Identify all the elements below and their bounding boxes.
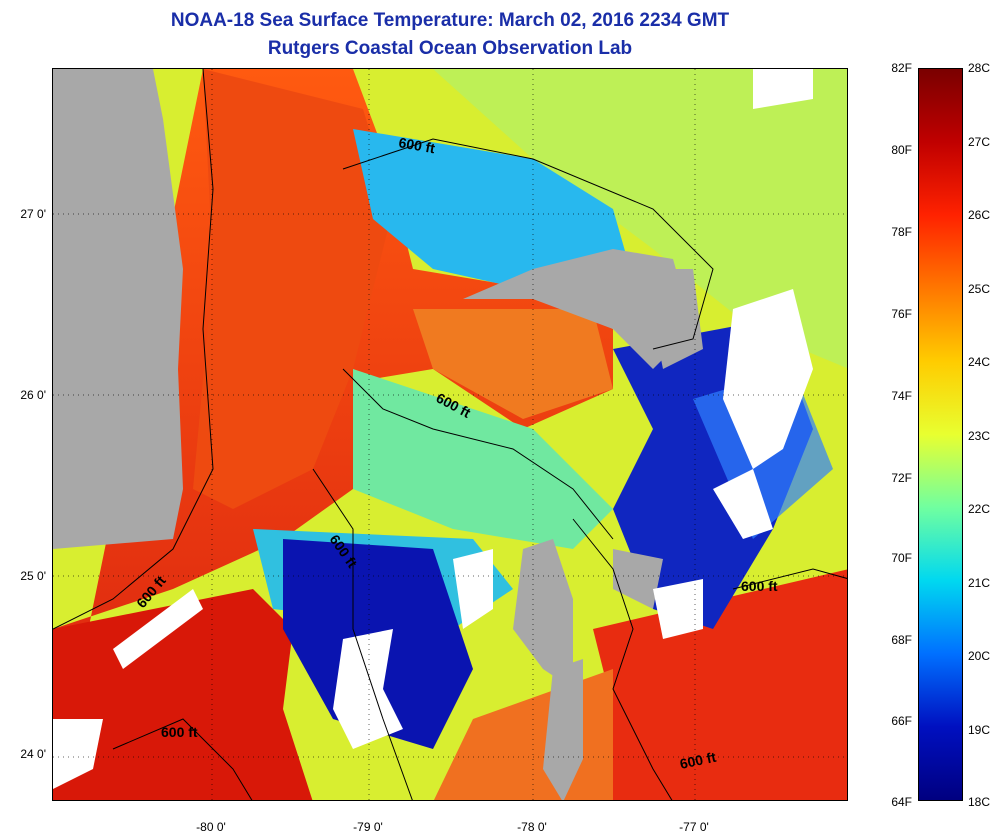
colorbar-c-label: 22C [968,502,991,516]
contour-label-east: 600 ft [741,578,778,594]
cloud-south [333,629,403,749]
colorbar-c-label: 25C [968,282,991,296]
colorbar-c-label: 18C [968,795,991,809]
abaco-land [643,269,703,369]
contour-label-north: 600 ft [397,134,436,156]
isobath-tongue-of-ocean [572,518,673,800]
cool-patch-north [353,129,633,289]
isobath-great-bahama-bank-north [342,368,614,540]
lat-label-24: 24 0' [20,747,46,761]
south-east-warm [573,569,847,800]
cloud-south-west [53,719,103,789]
isobath-florida [53,69,214,630]
grand-bahama-land [463,249,693,369]
colorbar-f-label: 76F [891,307,912,321]
contour-label-south: 600 ft [161,724,198,740]
map-title: NOAA-18 Sea Surface Temperature: March 0… [170,10,730,31]
colorbar-f-label: 66F [891,714,912,728]
colorbar-c-label: 24C [968,355,991,369]
graticule [53,69,847,800]
colorbar-f-label: 80F [891,143,912,157]
colorbar-f-label: 78F [891,225,912,239]
colorbar-c-label: 21C [968,576,991,590]
lat-label-25: 25 0' [20,569,46,583]
cloud-central [453,549,493,629]
lon-label-80: -80 0' [196,820,226,834]
colorbar-f-label: 72F [891,471,912,485]
gulf-stream-core [193,69,393,509]
nassau-land [613,549,663,609]
sst-map: 600 ft 600 ft 600 ft 600 ft 600 ft 600 f… [52,68,848,801]
cloud-streak [113,589,203,669]
cloud-east [723,289,813,469]
colorbar-c-label: 20C [968,649,991,663]
lon-label-77: -77 0' [679,820,709,834]
colorbar-c-label: 27C [968,135,991,149]
mid-cyan-region [353,369,613,549]
isobath-south-west [112,718,253,800]
cloud-north-east [753,69,813,109]
colorbar-c-label: 23C [968,429,991,443]
map-subtitle: Rutgers Coastal Ocean Observation Lab [267,38,633,59]
lat-label-26: 26 0' [20,388,46,402]
ocean-north-east [433,69,847,369]
colorbar-f-label: 74F [891,389,912,403]
colorbar-c-label: 19C [968,723,991,737]
temperature-colorbar [918,68,963,801]
andros-south-land [543,659,583,800]
colorbar-f-label: 82F [891,61,912,75]
cloud-east-small [713,469,773,539]
lat-label-27: 27 0' [20,207,46,221]
isobath-little-bahama-bank [342,138,714,350]
isobath-east [732,568,847,590]
colorbar-c-label: 26C [968,208,991,222]
sst-map-image: 600 ft 600 ft 600 ft 600 ft 600 ft 600 f… [53,69,847,800]
isobath-great-bahama-bank-west [312,468,413,800]
florida-land [53,69,183,549]
colorbar-f-label: 70F [891,551,912,565]
colorbar-f-label: 68F [891,633,912,647]
lon-label-78: -78 0' [517,820,547,834]
lon-label-79: -79 0' [353,820,383,834]
cloud-central-east [653,579,703,639]
colorbar-c-label: 28C [968,61,991,75]
warm-eddy [413,309,613,419]
contour-label-south-east: 600 ft [678,749,717,772]
gulf-stream-warm [53,69,613,800]
colorbar-f-label: 64F [891,795,912,809]
